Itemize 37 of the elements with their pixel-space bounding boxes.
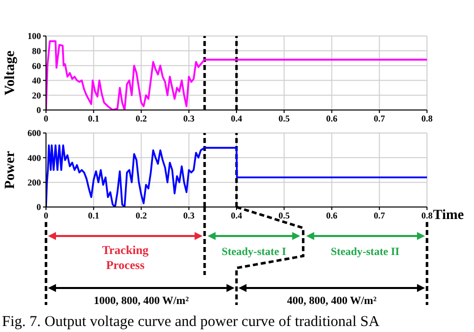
x-tick-label: 0.8 xyxy=(421,210,434,220)
text: Tracking Process xyxy=(102,243,149,272)
y-tick-label: 20 xyxy=(32,90,42,100)
y-axis-title: Voltage xyxy=(3,50,18,96)
x-tick-label: 0.7 xyxy=(374,210,386,220)
y-tick-label: 400 xyxy=(28,152,42,163)
y-tick-label: 100 xyxy=(28,31,42,42)
text: Steady-state I xyxy=(222,246,286,258)
y-tick-label: 200 xyxy=(28,178,42,188)
x-tick-label: 0.4 xyxy=(230,210,243,220)
y-tick-label: 0 xyxy=(36,105,42,116)
text: 400, 800, 400 W/m² xyxy=(286,295,378,307)
y-tick-label: 80 xyxy=(32,46,42,56)
x-tick-label: 0.1 xyxy=(88,210,100,220)
y-axis-title: Power xyxy=(3,150,18,190)
y-tick-label: 600 xyxy=(28,128,42,138)
y-tick-label: 60 xyxy=(32,60,42,71)
y-tick-label: 0 xyxy=(36,202,42,212)
x-tick-label: 0.2 xyxy=(136,210,148,220)
x-tick-label: 0.3 xyxy=(183,210,195,220)
caption: Fig. 7. Output voltage curve and power curve of traditional SA xyxy=(2,314,380,330)
x-tick-label: 0.6 xyxy=(326,113,338,124)
x-tick-label: 0.2 xyxy=(136,113,148,124)
x-tick-label: 0 xyxy=(44,210,49,220)
x-tick-label: 0.1 xyxy=(88,113,100,124)
text: 1000, 800, 400 W/m² xyxy=(94,295,190,307)
text: Steady-state II xyxy=(330,246,400,258)
y-tick-label: 40 xyxy=(32,76,42,86)
x-tick-label: 0.6 xyxy=(326,210,338,220)
x-tick-label: 0.8 xyxy=(421,113,434,124)
x-tick-label: 0 xyxy=(44,113,49,124)
x-tick-label: 0.5 xyxy=(278,210,290,220)
x-tick-label: 0.5 xyxy=(278,113,290,124)
x-axis-title: Time xyxy=(433,208,464,223)
x-tick-label: 0.7 xyxy=(374,113,386,124)
x-tick-label: 0.3 xyxy=(183,113,195,124)
x-tick-label: 0.4 xyxy=(230,113,243,124)
